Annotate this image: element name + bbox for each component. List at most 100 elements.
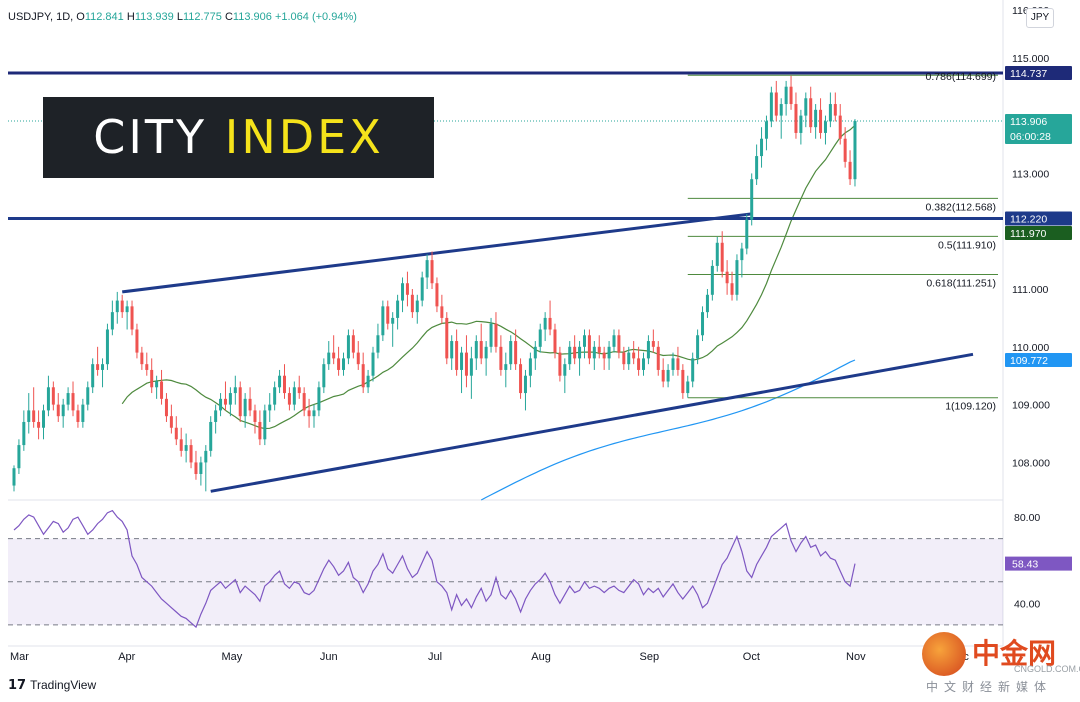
candle-57 [292,381,296,411]
candle-41 [214,404,218,434]
candle-body [96,364,100,370]
candle-body [809,98,813,128]
candle-body [587,335,591,359]
candle-body [17,445,21,469]
watermark-slogan: 中文财经新媒体 [926,680,1053,694]
candle-body [425,260,429,278]
candle-body [828,104,832,122]
candle-body [755,156,759,180]
candle-body [528,358,532,376]
candle-body [794,104,798,133]
candle-46 [238,381,242,422]
candle-135 [676,346,680,376]
candle-138 [691,352,695,388]
rsi-line [13,509,856,629]
candle-101 [509,335,513,370]
candle-49 [253,404,257,434]
cngold-watermark: 中金网 CNGOLD.COM.CN 中文财经新媒体 [922,630,1080,700]
candle-45 [233,375,237,405]
candle-128 [642,352,646,376]
candle-body [71,393,75,411]
candle-97 [489,317,493,353]
candle-body [642,358,646,370]
candle-body [499,346,503,370]
open-value: 112.841 [84,11,124,23]
candle-body [120,300,124,313]
candle-body [705,294,709,313]
trendline-0 [122,212,752,294]
candle-body [22,421,26,446]
rsi-tick-label-0: 80.00 [1014,512,1040,524]
candle-body [819,109,823,133]
candle-body [435,283,439,307]
candle-69 [351,329,355,359]
fib-label-2: 0.5(111.910) [938,239,996,251]
y-tick-label-2: 110.000 [1012,342,1049,354]
candle-body [248,398,252,411]
candle-25 [135,323,139,359]
price-tag-label-3: 111.970 [1010,228,1047,240]
tradingview-branding[interactable]: 𝟭𝟳 TradingView [8,678,96,693]
candle-94 [474,335,478,370]
candle-11 [66,387,70,411]
candle-59 [302,387,306,417]
close-value: 113.906 [232,11,272,23]
candle-14 [81,398,85,428]
candle-171 [853,119,857,187]
candle-body [101,364,105,370]
candle-body [760,138,764,157]
candle-body [376,335,380,353]
candle-23 [125,300,129,330]
candle-92 [464,335,468,388]
candle-100 [504,352,508,388]
candle-139 [696,329,700,365]
candle-122 [612,329,616,353]
candle-body [130,306,134,330]
candle-132 [661,358,665,388]
candle-body [656,346,660,370]
candle-body [420,277,424,301]
candle-body [287,393,291,405]
candle-12 [71,381,75,417]
candle-body [42,410,46,428]
candle-body [194,462,198,474]
candle-body [632,352,636,359]
candle-148 [740,242,744,278]
candle-149 [745,213,749,255]
candle-26 [140,346,144,370]
candle-body [278,375,282,388]
candle-body [558,352,562,376]
candle-body [228,393,232,405]
candle-body [322,364,326,388]
candle-body [543,317,547,330]
candle-8 [51,381,55,411]
candle-0 [12,465,16,492]
candle-21 [115,291,119,324]
currency-button[interactable]: JPY [1026,8,1054,28]
candle-144 [720,231,724,278]
candle-73 [371,346,375,382]
candle-67 [342,352,346,376]
candle-body [735,260,739,295]
x-tick-label-5: Aug [531,651,551,663]
candle-body [140,352,144,365]
symbol-label: USDJPY, 1D, [8,11,74,23]
candle-body [209,421,213,451]
candle-82 [415,294,419,324]
candle-146 [730,271,734,301]
candle-27 [145,352,149,376]
candle-body [337,358,341,370]
candle-32 [169,404,173,434]
candle-164 [819,98,823,139]
candle-4 [32,387,36,428]
candle-127 [637,346,641,376]
y-tick-label-3: 111.000 [1012,284,1049,296]
candle-body [258,421,262,440]
candle-136 [681,364,685,399]
candle-body [115,300,119,313]
candle-115 [578,341,582,376]
trendline-1 [210,352,974,493]
candle-33 [174,416,178,446]
candle-body [27,410,31,422]
